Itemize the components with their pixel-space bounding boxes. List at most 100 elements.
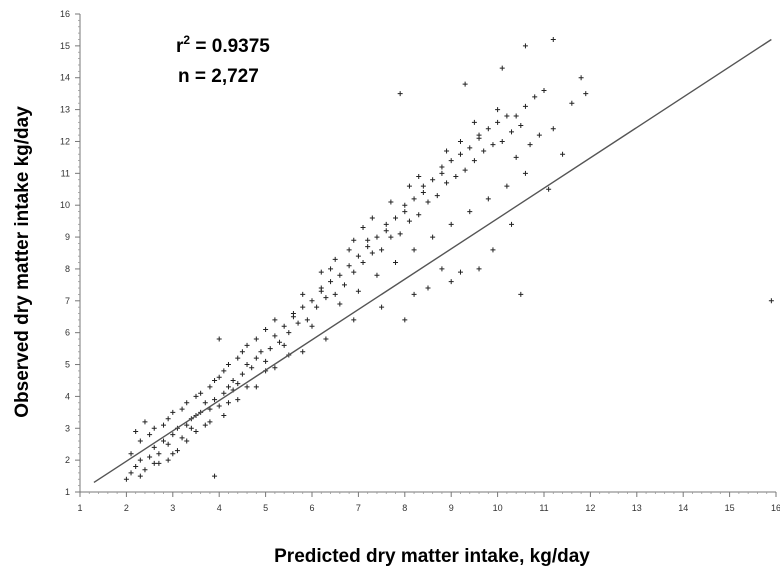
y-tick-label: 11 (61, 168, 70, 178)
data-point (365, 244, 371, 250)
data-point (281, 323, 287, 329)
data-point (244, 384, 250, 390)
data-point (481, 148, 487, 154)
data-point (355, 288, 361, 294)
data-point (212, 397, 218, 403)
data-point (509, 129, 515, 135)
data-point (532, 94, 538, 100)
data-point (471, 119, 477, 125)
data-point (300, 304, 306, 310)
data-point (346, 247, 352, 253)
data-point (518, 291, 524, 297)
x-tick-label: 6 (309, 503, 314, 513)
data-point (453, 174, 459, 180)
data-point (309, 323, 315, 329)
data-point (444, 180, 450, 186)
data-point (416, 174, 422, 180)
data-point (156, 460, 162, 466)
data-point (541, 87, 547, 93)
data-point (341, 282, 347, 288)
x-tick-label: 8 (402, 503, 407, 513)
data-point (462, 81, 468, 87)
data-point (193, 428, 199, 434)
data-point (355, 253, 361, 259)
data-point (258, 349, 264, 355)
data-point (151, 460, 157, 466)
y-tick-label: 9 (65, 232, 70, 242)
data-point (383, 221, 389, 227)
data-point (133, 464, 139, 470)
data-point (499, 138, 505, 144)
data-point (212, 473, 218, 479)
data-point (476, 132, 482, 138)
data-point (161, 422, 167, 428)
data-point (188, 425, 194, 431)
data-point (165, 416, 171, 422)
x-tick-label: 11 (539, 503, 548, 513)
x-tick-label: 15 (725, 503, 735, 513)
y-tick-label: 2 (65, 455, 70, 465)
data-point (337, 301, 343, 307)
y-tick-label: 14 (60, 73, 70, 83)
x-tick-label: 9 (449, 503, 454, 513)
data-point (485, 126, 491, 132)
data-point (165, 441, 171, 447)
data-point (225, 384, 231, 390)
x-axis: 1 2 3 4 5 6 7 8 9 10 11 12 13 14 15 16 (77, 492, 780, 513)
data-point (499, 65, 505, 71)
data-point (393, 215, 399, 221)
data-point (151, 425, 157, 431)
y-tick-label: 5 (65, 360, 70, 370)
data-point (281, 342, 287, 348)
data-point (179, 435, 185, 441)
data-point (457, 151, 463, 157)
data-point (304, 317, 310, 323)
data-point (462, 167, 468, 173)
data-point (165, 457, 171, 463)
data-point (202, 400, 208, 406)
data-point (490, 247, 496, 253)
data-point (351, 269, 357, 275)
data-point (272, 317, 278, 323)
y-tick-label: 16 (60, 9, 70, 19)
data-point (225, 362, 231, 368)
data-point (174, 448, 180, 454)
y-axis-title: Observed dry matter intake kg/day (12, 106, 33, 418)
data-point (328, 279, 334, 285)
data-point (235, 355, 241, 361)
data-point (123, 476, 129, 482)
data-point (216, 374, 222, 380)
data-point (212, 377, 218, 383)
data-point (439, 170, 445, 176)
data-point (239, 349, 245, 355)
y-tick-label: 13 (60, 105, 70, 115)
data-point (309, 298, 315, 304)
data-point (457, 269, 463, 275)
data-point (323, 295, 329, 301)
data-point (300, 349, 306, 355)
data-point (249, 365, 255, 371)
data-point (137, 457, 143, 463)
data-point (286, 330, 292, 336)
x-tick-label: 2 (124, 503, 129, 513)
n-annotation: n = 2,727 (178, 66, 259, 87)
y-tick-label: 6 (65, 328, 70, 338)
data-point (578, 75, 584, 81)
data-point (430, 234, 436, 240)
data-point (513, 113, 519, 119)
data-point (328, 266, 334, 272)
data-point (221, 413, 227, 419)
data-point (420, 189, 426, 195)
data-point (337, 272, 343, 278)
data-point (383, 228, 389, 234)
data-point (156, 451, 162, 457)
y-tick-label: 3 (65, 423, 70, 433)
data-point (379, 247, 385, 253)
data-point (560, 151, 566, 157)
y-tick-label: 8 (65, 264, 70, 274)
data-point (388, 199, 394, 205)
data-point (583, 91, 589, 97)
data-point (207, 419, 213, 425)
data-point (295, 320, 301, 326)
